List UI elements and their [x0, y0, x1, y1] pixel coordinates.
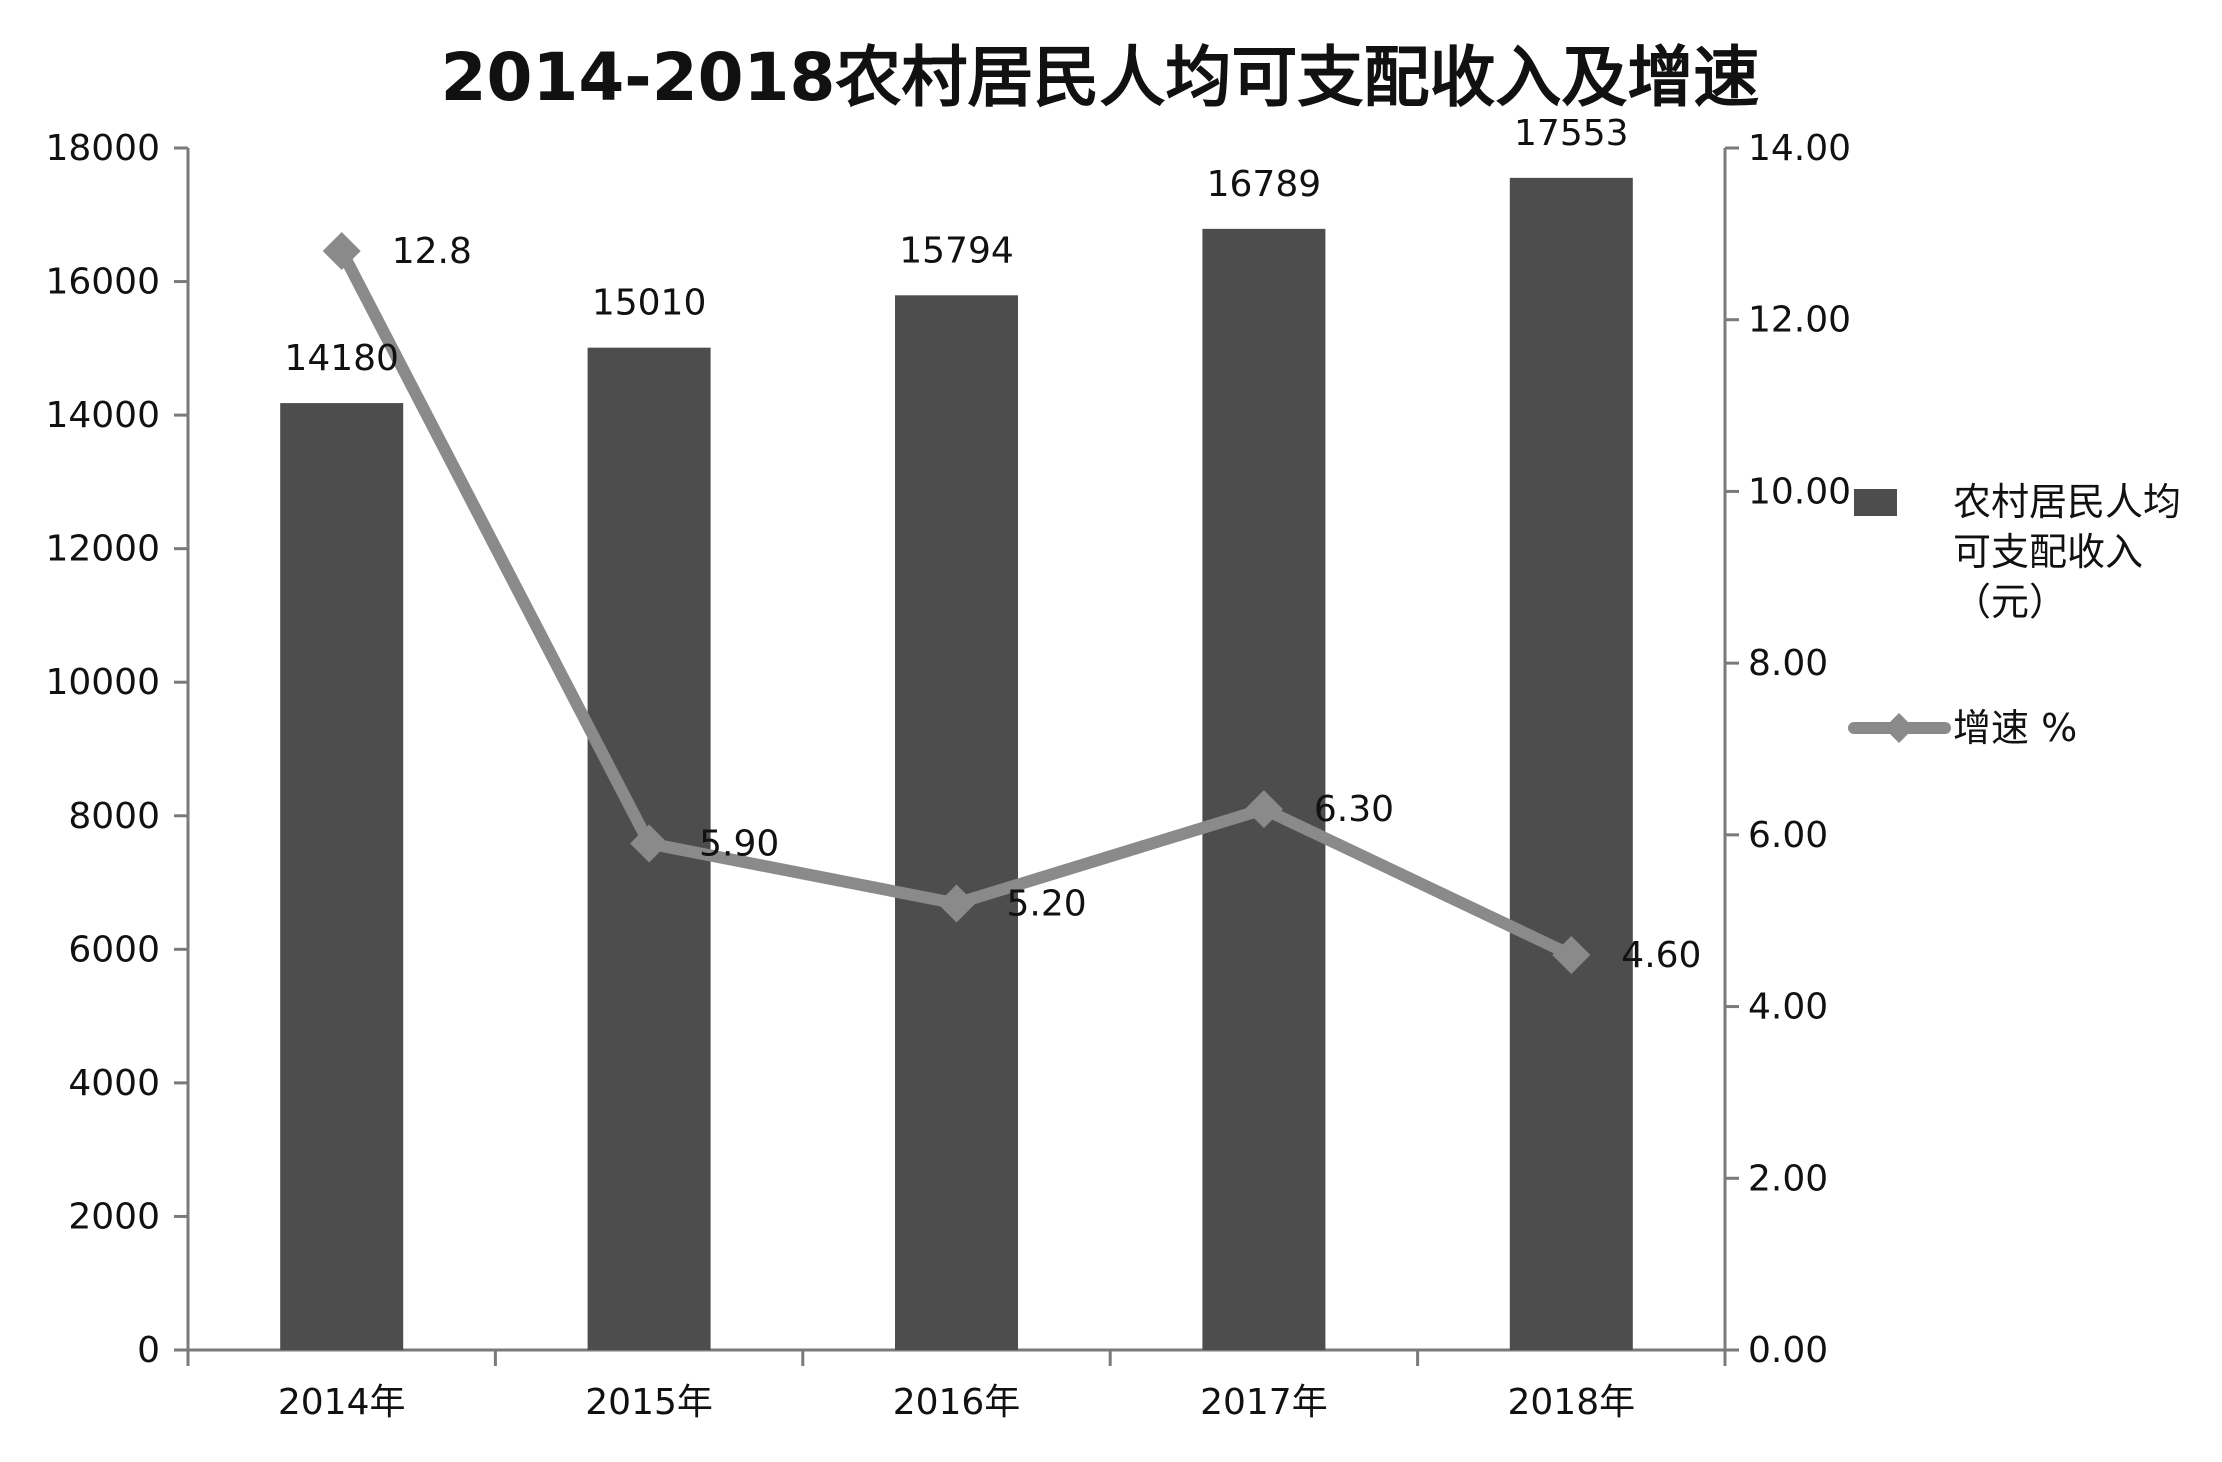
bar-data-label: 15794 — [899, 230, 1014, 271]
left-axis-tick-label: 6000 — [68, 929, 160, 970]
x-axis-category-label: 2016年 — [893, 1382, 1021, 1423]
legend-bar-label: 农村居民人均 — [1953, 480, 2181, 524]
left-axis-tick-label: 14000 — [45, 395, 160, 436]
right-axis-tick-label: 12.00 — [1748, 300, 1851, 341]
line-data-label: 5.90 — [699, 823, 779, 864]
line-data-label: 4.60 — [1621, 935, 1701, 976]
right-axis-tick-label: 4.00 — [1748, 987, 1828, 1028]
line-marker — [937, 884, 976, 923]
line-marker — [1244, 790, 1283, 829]
x-axis-category-label: 2017年 — [1200, 1382, 1328, 1423]
bar-series — [280, 177, 1633, 1351]
bar — [895, 295, 1018, 1350]
line-data-label: 12.8 — [392, 231, 472, 272]
right-axis-tick-label: 2.00 — [1748, 1158, 1828, 1199]
left-axis-tick-label: 4000 — [68, 1063, 160, 1104]
left-axis-tick-label: 0 — [137, 1330, 160, 1371]
axes: 0 2000 4000 6000 8000 10000 12000 14000 16000 180… — [45, 128, 1851, 1423]
legend-line-marker — [1884, 713, 1914, 743]
left-axis-tick-label: 8000 — [68, 796, 160, 837]
chart-title: 2014-2018农村居民人均可支配收入及增速 — [441, 39, 1760, 116]
legend: 农村居民人均可支配收入 （元） 增速 % — [1848, 480, 2181, 750]
x-axis-category-label: 2014年 — [278, 1382, 406, 1423]
line-data-label: 6.30 — [1314, 789, 1394, 830]
right-axis-tick-label: 0.00 — [1748, 1330, 1828, 1371]
line-marker — [630, 824, 669, 863]
bar-data-label: 14180 — [284, 338, 399, 379]
legend-bar-label: 可支配收入 — [1953, 530, 2143, 574]
line-series — [322, 232, 1591, 975]
right-axis-tick-label: 8.00 — [1748, 643, 1828, 684]
bar-data-label: 15010 — [592, 283, 707, 324]
legend-line-label: 增速 % — [1953, 706, 2077, 750]
left-axis-tick-label: 2000 — [68, 1196, 160, 1237]
data-labels: 14180 15010 15794 16789 17553 12.8 5.90 5.20 6.3… — [284, 113, 1701, 976]
left-axis-tick-label: 16000 — [45, 262, 160, 303]
right-axis-tick-label: 14.00 — [1748, 128, 1851, 169]
x-axis-category-label: 2018年 — [1507, 1382, 1635, 1423]
line-marker — [322, 232, 361, 271]
bar — [1202, 228, 1326, 1350]
bar-data-label: 17553 — [1514, 113, 1629, 154]
line-data-label: 5.20 — [1007, 884, 1087, 925]
right-axis-tick-label: 6.00 — [1748, 815, 1828, 856]
bar — [1509, 177, 1633, 1351]
bar-data-label: 16789 — [1207, 164, 1322, 205]
left-axis-tick-label: 18000 — [45, 128, 160, 169]
legend-bar-label: （元） — [1953, 580, 2067, 624]
left-axis-tick-label: 12000 — [45, 529, 160, 570]
x-axis-category-label: 2015年 — [585, 1382, 713, 1423]
left-axis-tick-label: 10000 — [45, 662, 160, 703]
bar — [280, 403, 404, 1350]
legend-bar-swatch — [1854, 489, 1897, 516]
right-axis-tick-label: 10.00 — [1748, 471, 1851, 512]
line-marker — [1552, 936, 1591, 975]
